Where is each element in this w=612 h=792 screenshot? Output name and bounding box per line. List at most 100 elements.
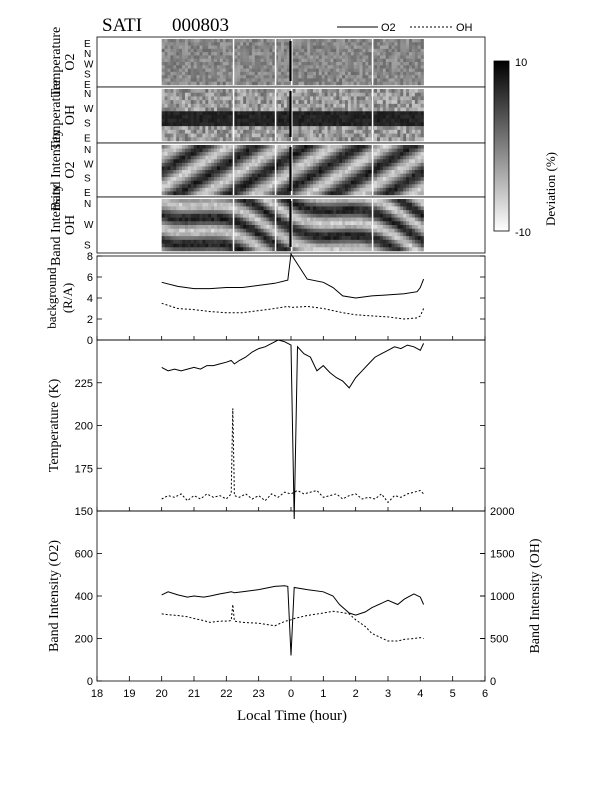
keogram-cell xyxy=(394,173,398,178)
keogram-cell xyxy=(182,159,186,164)
keogram-cell xyxy=(368,111,372,116)
keogram-cell xyxy=(280,129,285,134)
keogram-cell xyxy=(409,213,413,218)
keogram-gap xyxy=(274,89,277,141)
keogram-cell xyxy=(292,166,296,171)
keogram-cell xyxy=(321,100,325,105)
keogram-cell xyxy=(304,92,308,97)
keogram-cell xyxy=(411,199,416,204)
keogram-cell xyxy=(208,177,212,182)
keogram-cell xyxy=(315,199,320,204)
keogram-cell xyxy=(347,48,352,53)
keogram-cell xyxy=(187,206,192,211)
keogram-cell xyxy=(216,103,221,108)
keogram-cell xyxy=(187,152,192,157)
keogram-cell xyxy=(211,62,215,66)
keogram-cell xyxy=(411,221,416,226)
keogram-cell xyxy=(409,199,413,204)
keogram-cell xyxy=(211,159,215,164)
keogram-cell xyxy=(205,62,209,66)
keogram-cell xyxy=(295,71,299,76)
keogram-cell xyxy=(400,96,404,101)
keogram-cell xyxy=(324,232,328,237)
keogram-cell xyxy=(382,111,387,116)
keogram-cell xyxy=(280,133,285,138)
keogram-cell xyxy=(176,62,180,66)
keogram-cell xyxy=(350,243,355,248)
keogram-cell xyxy=(382,133,387,138)
keogram-cell xyxy=(345,173,349,178)
keogram-cell xyxy=(199,118,203,123)
keogram-cell xyxy=(391,170,395,174)
keogram-cell xyxy=(248,71,253,76)
keogram-cell xyxy=(400,232,404,237)
keogram-cell xyxy=(216,55,221,60)
keogram-cell xyxy=(374,107,378,112)
keogram-cell xyxy=(202,177,206,182)
keogram-cell xyxy=(327,115,331,120)
keogram-cell xyxy=(272,239,276,244)
keogram-cell xyxy=(263,239,267,244)
keogram-cell xyxy=(237,202,241,207)
keogram-cell xyxy=(260,217,264,222)
keogram-cell xyxy=(414,68,419,73)
keogram-cell xyxy=(388,58,392,63)
keogram-cell xyxy=(167,145,171,149)
keogram-cell xyxy=(211,184,215,189)
keogram-cell xyxy=(283,162,288,167)
keogram-cell xyxy=(324,184,328,189)
keogram-cell xyxy=(167,78,171,83)
keogram-cell xyxy=(260,177,264,182)
keogram-cell xyxy=(339,243,343,248)
keogram-cell xyxy=(339,75,343,79)
keogram-cell xyxy=(205,210,209,215)
keogram-cell xyxy=(266,62,270,66)
keogram-cell xyxy=(184,68,189,73)
keogram-cell xyxy=(187,202,192,207)
keogram-cell xyxy=(417,58,421,63)
keogram-cell xyxy=(336,199,340,204)
keogram-cell xyxy=(359,162,363,167)
keogram-cell xyxy=(411,177,416,182)
keogram-direction-label: W xyxy=(84,159,94,170)
keogram-cell xyxy=(350,133,355,138)
keogram-cell xyxy=(190,173,194,178)
keogram-cell xyxy=(301,148,305,153)
keogram-cell xyxy=(307,45,311,50)
keogram-cell xyxy=(417,213,421,218)
keogram-cell xyxy=(216,137,221,142)
keogram-cell xyxy=(234,81,238,86)
keogram-cell xyxy=(161,42,165,46)
keogram-cell xyxy=(382,166,387,171)
keogram-cell xyxy=(345,145,349,149)
keogram-cell xyxy=(257,78,261,83)
keogram-cell xyxy=(365,191,369,196)
keogram-cell xyxy=(187,148,192,153)
keogram-cell xyxy=(179,162,183,167)
keogram-cell xyxy=(254,177,258,182)
keogram-cell xyxy=(211,39,215,43)
keogram-cell xyxy=(260,75,264,79)
keogram-cell xyxy=(173,96,177,101)
keogram-cell xyxy=(190,170,194,174)
keogram-cell xyxy=(315,81,320,86)
keogram-cell xyxy=(208,39,212,43)
keogram-cell xyxy=(222,184,226,189)
keogram-cell xyxy=(266,89,270,94)
keogram-cell xyxy=(417,221,421,226)
keogram-cell xyxy=(353,202,357,207)
keogram-cell xyxy=(368,39,372,43)
keogram-cell xyxy=(353,206,357,211)
keogram-cell xyxy=(228,42,232,46)
keogram-cell xyxy=(315,187,320,192)
keogram-cell xyxy=(345,65,349,69)
keogram-cell xyxy=(205,52,209,56)
keogram-cell xyxy=(400,221,404,226)
keogram-cell xyxy=(275,75,279,79)
keogram-cell xyxy=(161,45,165,50)
keogram-cell xyxy=(394,39,398,43)
keogram-cell xyxy=(417,118,421,123)
keogram-cell xyxy=(304,42,308,46)
keogram-cell xyxy=(234,96,238,101)
keogram-cell xyxy=(304,118,308,123)
